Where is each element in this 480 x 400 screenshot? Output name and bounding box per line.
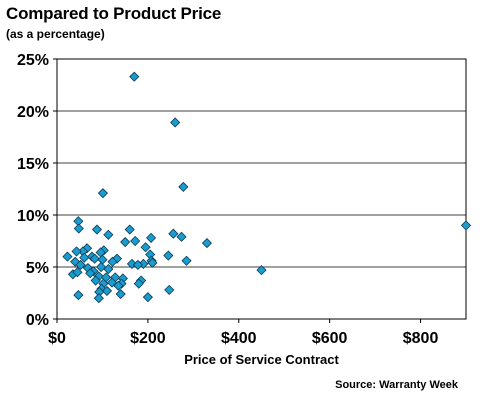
data-point (170, 117, 181, 128)
data-point (73, 290, 84, 301)
data-point (93, 293, 104, 304)
plot-area (56, 58, 467, 320)
data-point (72, 267, 83, 278)
data-point (73, 223, 84, 234)
gridlines (57, 110, 466, 268)
y-tick-label: 10% (17, 208, 49, 225)
data-point (460, 220, 472, 231)
chart-subtitle: (as a percentage) (6, 27, 105, 41)
data-point (115, 288, 126, 300)
data-point (97, 254, 108, 265)
data-point (201, 238, 213, 249)
data-point (130, 235, 141, 247)
data-point (256, 265, 267, 276)
data-point (146, 232, 157, 243)
data-point (90, 275, 101, 286)
data-point (142, 292, 153, 303)
data-point (85, 268, 96, 279)
y-tick-label: 5% (26, 260, 49, 277)
x-tick-label: $800 (403, 330, 439, 347)
data-point (103, 264, 114, 275)
data-points (62, 71, 472, 304)
data-point (147, 257, 158, 268)
data-point (129, 71, 140, 82)
data-point (168, 228, 179, 239)
data-point (120, 236, 131, 248)
data-point (62, 251, 73, 262)
data-point (107, 256, 118, 267)
chart-title: Compared to Product Price (6, 4, 222, 23)
data-point (133, 278, 144, 289)
data-point (178, 181, 189, 192)
y-tick-label: 20% (17, 104, 49, 121)
data-point (181, 255, 192, 266)
data-point (79, 252, 90, 263)
data-point (101, 285, 113, 296)
x-axis: $0 $200 $400 $600 $800 (48, 319, 438, 347)
x-tick-label: $200 (130, 330, 166, 347)
y-tick-label: 0% (26, 312, 49, 329)
x-tick-label: $400 (221, 330, 257, 347)
x-tick-label: $0 (48, 330, 66, 347)
x-tick-label: $600 (312, 330, 348, 347)
data-point (91, 224, 103, 235)
source-note: Source: Warranty Week (335, 379, 458, 391)
x-axis-label: Price of Service Contract (184, 352, 339, 367)
data-point (176, 231, 187, 242)
data-point (164, 284, 175, 295)
data-point (124, 224, 135, 235)
data-point (75, 259, 86, 270)
data-point (113, 280, 124, 291)
data-point (97, 188, 108, 199)
data-point (103, 229, 114, 240)
data-point (163, 250, 174, 261)
y-tick-label: 25% (17, 52, 49, 69)
y-tick-label: 15% (17, 156, 49, 173)
data-point (71, 246, 82, 257)
data-point (89, 253, 100, 264)
data-point (140, 242, 151, 253)
data-point (96, 261, 107, 273)
y-axis: 0% 5% 10% 15% 20% 25% (17, 52, 57, 329)
data-point (132, 259, 143, 270)
